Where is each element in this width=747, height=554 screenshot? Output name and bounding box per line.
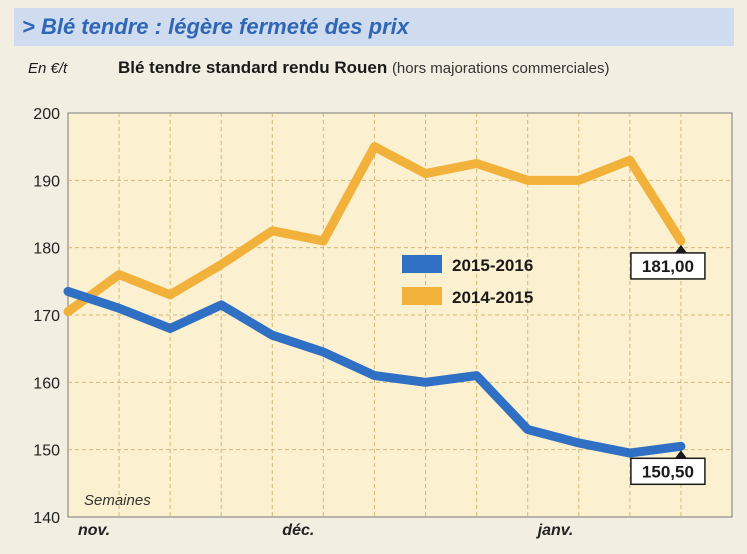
x-tick-label: nov. bbox=[78, 522, 110, 539]
y-axis-unit-label: En €/t bbox=[28, 60, 68, 77]
end-value-callout: 181,00 bbox=[630, 244, 706, 280]
chart-title-text: Blé tendre standard rendu Rouen bbox=[118, 58, 388, 77]
callout-pointer bbox=[674, 244, 687, 253]
legend-swatch-2015-2016 bbox=[402, 255, 442, 273]
y-tick-label: 140 bbox=[33, 510, 60, 527]
legend-label-2015-2016: 2015-2016 bbox=[452, 256, 533, 275]
end-value-label: 150,50 bbox=[642, 462, 694, 481]
x-tick-label: janv. bbox=[536, 522, 574, 539]
y-tick-label: 180 bbox=[33, 241, 60, 258]
chart-subtitle-note: (hors majorations commerciales) bbox=[391, 60, 610, 77]
x-axis-label: Semaines bbox=[84, 492, 151, 509]
series-line-2015-2016 bbox=[63, 286, 686, 458]
legend: 2015-2016 2014-2015 bbox=[402, 255, 533, 307]
y-tick-label: 190 bbox=[33, 173, 60, 190]
callout-box bbox=[630, 457, 706, 486]
y-tick-label: 170 bbox=[33, 308, 60, 325]
y-tick-label: 150 bbox=[33, 443, 60, 460]
callout-box bbox=[630, 252, 706, 280]
x-tick-label: déc. bbox=[282, 522, 314, 539]
legend-label-2014-2015: 2014-2015 bbox=[452, 288, 533, 307]
chart-title: Blé tendre standard rendu Rouen (hors ma… bbox=[118, 58, 610, 78]
end-value-callout: 150,50 bbox=[630, 450, 706, 486]
y-tick-label: 160 bbox=[33, 375, 60, 392]
callout-pointer bbox=[674, 450, 687, 459]
series-line-2014-2015 bbox=[63, 142, 686, 317]
y-tick-label: 200 bbox=[33, 106, 60, 123]
legend-swatch-2014-2015 bbox=[402, 287, 442, 305]
chart-header-title: > Blé tendre : légère fermeté des prix bbox=[22, 14, 409, 39]
header-band bbox=[14, 8, 734, 46]
end-value-label: 181,00 bbox=[642, 257, 694, 276]
